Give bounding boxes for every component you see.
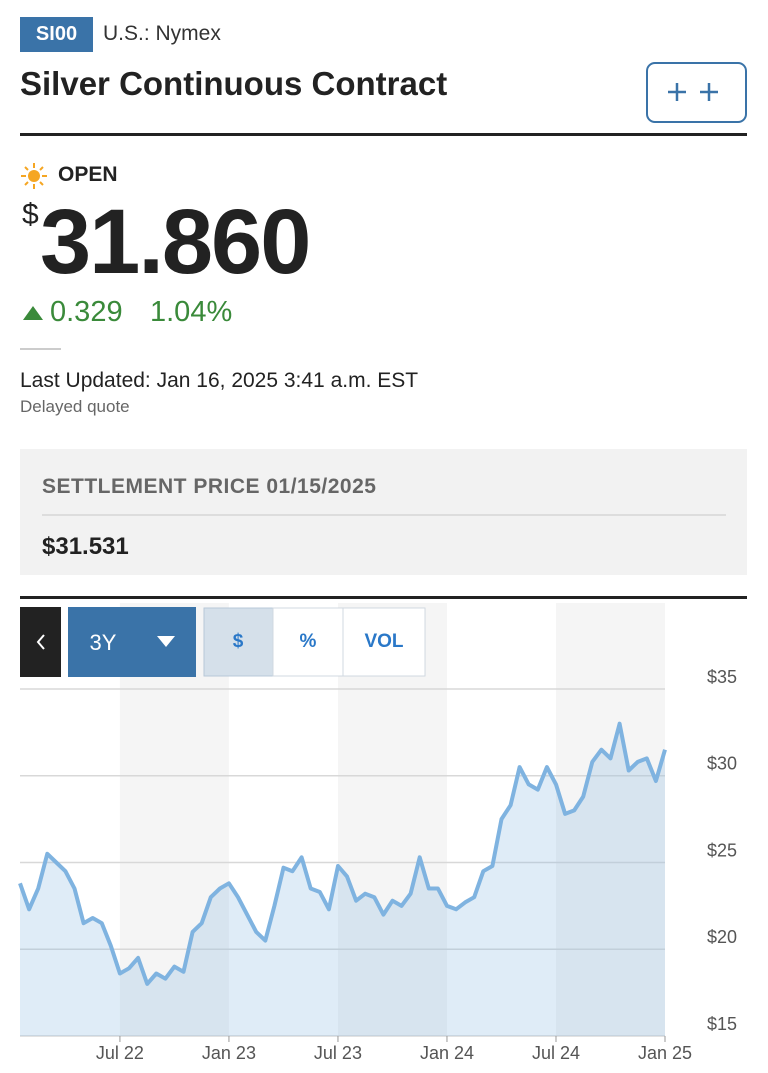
y-tick-label: $25 — [707, 840, 737, 860]
divider — [20, 596, 747, 599]
x-tick-label: Jul 23 — [314, 1043, 362, 1063]
watchlist-button[interactable] — [646, 62, 748, 124]
delay-note: Delayed quote — [20, 397, 130, 416]
symbol: SI00 — [35, 23, 78, 45]
settlement-rule — [42, 514, 726, 516]
market-status: OPEN — [58, 163, 118, 186]
price-change: 0.329 — [50, 296, 123, 328]
range-selector[interactable] — [68, 607, 196, 677]
mode-label: $ — [233, 631, 244, 652]
range-label: 3Y — [90, 630, 117, 655]
sun-icon — [21, 163, 47, 189]
line — [18, 721, 667, 986]
y-tick-label: $15 — [707, 1014, 737, 1034]
settlement-price: $31.531 — [42, 533, 129, 560]
x-tick-label: Jul 24 — [532, 1043, 580, 1063]
x-tick-label: Jan 23 — [202, 1043, 256, 1063]
plus-icon — [668, 83, 718, 101]
chart: 3Y $ % VOL $15 $20 $25 $30 $35 Jul 22 Jan 23 Ju… — [18, 603, 737, 1063]
dropdown-icon — [157, 636, 175, 647]
settlement-label: SETTLEMENT PRICE 01/15/2025 — [42, 475, 377, 498]
mode-button-active[interactable] — [203, 607, 274, 677]
mode-button[interactable] — [342, 607, 426, 677]
x-tick-label: Jul 22 — [96, 1043, 144, 1063]
last-updated: Last Updated: Jan 16, 2025 3:41 a.m. EST — [20, 369, 419, 392]
exchange: U.S.: Nymex — [103, 22, 221, 45]
currency: $ — [22, 198, 39, 231]
divider — [20, 133, 747, 136]
settlement-box — [20, 449, 747, 575]
y-tick-label: $35 — [707, 667, 737, 687]
up-arrow — [23, 306, 43, 320]
back-icon — [36, 634, 45, 650]
y-tick-label: $30 — [707, 754, 737, 774]
band — [555, 603, 665, 1036]
back-button[interactable] — [20, 607, 61, 677]
button-frame — [646, 62, 747, 123]
short-rule — [20, 348, 61, 350]
price: 31.860 — [40, 191, 311, 293]
mode-label: % — [300, 631, 317, 652]
title: Silver Continuous Contract — [20, 65, 448, 102]
x-tick-label: Jan 25 — [638, 1043, 692, 1063]
area — [20, 723, 665, 1036]
mode-label: VOL — [364, 631, 403, 652]
x-tick-label: Jan 24 — [420, 1043, 474, 1063]
symbol-badge — [20, 17, 93, 52]
y-tick-label: $20 — [707, 927, 737, 947]
percent-change: 1.04% — [150, 296, 233, 328]
